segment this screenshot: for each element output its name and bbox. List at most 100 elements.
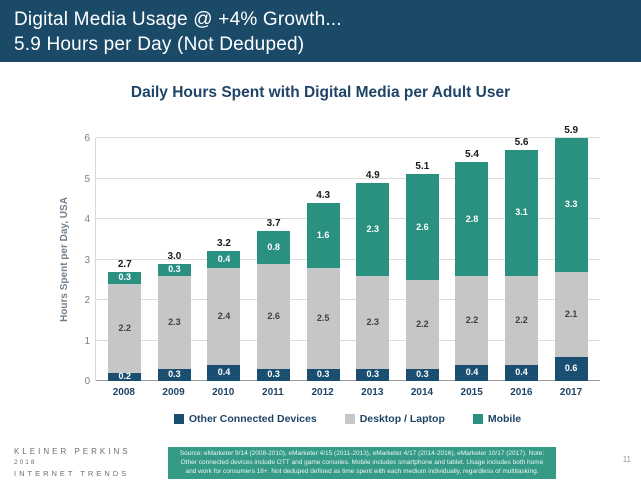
bar-2014: 5.1 2.6 2.2 0.3 xyxy=(401,161,443,381)
stacked-bar-2013: 2.3 2.3 0.3 xyxy=(356,182,390,381)
bar-2013: 4.9 2.3 2.3 0.3 xyxy=(352,170,394,381)
segment-desktop-laptop-2012: 2.5 xyxy=(306,267,340,369)
gridline-5 xyxy=(96,177,600,179)
x-label-2011: 2011 xyxy=(262,387,284,398)
segment-desktop-laptop-2014: 2.2 xyxy=(405,279,439,369)
segment-desktop-laptop-2017: 2.1 xyxy=(554,271,588,357)
x-label-2008: 2008 xyxy=(112,387,135,398)
stacked-bar-2011: 0.8 2.6 0.3 xyxy=(257,231,291,381)
segment-mobile-2008: 0.3 xyxy=(108,271,142,284)
segment-mobile-2015: 2.8 xyxy=(455,162,489,276)
legend-item-desktop-laptop: Desktop / Laptop xyxy=(344,413,445,425)
segment-mobile-2016: 3.1 xyxy=(505,150,539,276)
segment-other-connected-devices-2011: 0.3 xyxy=(257,368,291,381)
segment-desktop-laptop-2008: 2.2 xyxy=(108,283,142,373)
segment-other-connected-devices-2012: 0.3 xyxy=(306,368,340,381)
total-label-2015: 5.4 xyxy=(465,149,479,161)
segment-mobile-2009: 0.3 xyxy=(157,263,191,276)
bar-2012: 4.3 1.6 2.5 0.3 xyxy=(302,190,344,381)
segment-desktop-laptop-2011: 2.6 xyxy=(257,263,291,369)
segment-mobile-2013: 2.3 xyxy=(356,182,390,276)
y-tick-5: 5 xyxy=(84,173,90,185)
bar-2017: 5.9 3.3 2.1 0.6 xyxy=(550,125,592,381)
stacked-bar-2008: 0.3 2.2 0.2 xyxy=(108,271,142,381)
brand-line-2: 2018 xyxy=(14,459,37,466)
total-label-2009: 3.0 xyxy=(167,250,182,262)
gridline-1 xyxy=(96,339,600,341)
legend-label: Mobile xyxy=(487,413,522,425)
gridline-6 xyxy=(96,137,600,138)
x-label-2014: 2014 xyxy=(410,387,434,398)
plot-area: 0 1 2 3 4 5 6 2.7 0.3 2.2 0.2 3.0 0.3 2.3 0.3 3.2 0.4 2.4… xyxy=(84,125,600,387)
total-label-2014: 5.1 xyxy=(415,161,430,173)
legend-swatch-icon xyxy=(472,414,483,424)
gridline-2 xyxy=(96,299,600,300)
segment-mobile-2014: 2.6 xyxy=(405,174,439,280)
segment-other-connected-devices-2010: 0.4 xyxy=(207,364,241,381)
stacked-bar-2017: 3.3 2.1 0.6 xyxy=(554,138,588,381)
stacked-bar-2016: 3.1 2.2 0.4 xyxy=(505,150,539,381)
slide-header: Digital Media Usage @ +4% Growth... 5.9 … xyxy=(0,0,641,62)
total-label-2012: 4.3 xyxy=(316,189,331,201)
y-tick-2: 2 xyxy=(84,295,90,306)
stacked-bar-2010: 0.4 2.4 0.4 xyxy=(207,251,241,381)
legend-swatch-icon xyxy=(344,414,355,424)
x-label-2010: 2010 xyxy=(212,387,235,398)
segment-desktop-laptop-2010: 2.4 xyxy=(207,267,241,365)
y-tick-0: 0 xyxy=(84,376,90,387)
segment-other-connected-devices-2008: 0.2 xyxy=(108,372,142,381)
chart-title: Daily Hours Spent with Digital Media per… xyxy=(130,84,511,101)
gridline-0 xyxy=(96,380,600,381)
source-note: Source: eMarketer 9/14 (2008-2010), eMar… xyxy=(168,447,556,480)
segment-other-connected-devices-2015: 0.4 xyxy=(455,364,489,381)
total-label-2011: 3.7 xyxy=(266,218,281,230)
bar-2016: 5.6 3.1 2.2 0.4 xyxy=(501,137,543,381)
stacked-bar-2012: 1.6 2.5 0.3 xyxy=(306,202,340,381)
legend-label: Other Connected Devices xyxy=(188,413,317,425)
total-label-2008: 2.7 xyxy=(117,258,132,270)
y-tick-4: 4 xyxy=(84,214,90,225)
page-number: 11 xyxy=(622,455,631,464)
total-label-2010: 3.2 xyxy=(217,238,231,250)
y-tick-3: 3 xyxy=(84,254,90,266)
segment-other-connected-devices-2014: 0.3 xyxy=(405,368,439,381)
segment-desktop-laptop-2015: 2.2 xyxy=(455,275,489,365)
x-label-2013: 2013 xyxy=(361,387,384,398)
gridline-4 xyxy=(96,218,600,219)
legend: Other Connected Devices Desktop / Laptop M… xyxy=(95,413,600,425)
segment-mobile-2017: 3.3 xyxy=(554,138,588,272)
legend-item-mobile: Mobile xyxy=(472,413,522,425)
bar-2015: 5.4 2.8 2.2 0.4 xyxy=(451,149,493,381)
segment-other-connected-devices-2013: 0.3 xyxy=(356,368,390,381)
x-label-2015: 2015 xyxy=(460,387,483,398)
legend-item-other-connected-devices: Other Connected Devices xyxy=(173,413,317,425)
footer-brand: KLEINER PERKINS 2018 INTERNET TRENDS xyxy=(14,447,131,478)
segment-desktop-laptop-2013: 2.3 xyxy=(356,275,390,369)
segment-other-connected-devices-2009: 0.3 xyxy=(157,368,191,381)
segment-desktop-laptop-2016: 2.2 xyxy=(505,275,539,365)
x-label-2009: 2009 xyxy=(162,387,185,398)
total-label-2016: 5.6 xyxy=(514,137,529,149)
bar-2009: 3.0 0.3 2.3 0.3 xyxy=(153,251,195,381)
bars-row: 2.7 0.3 2.2 0.2 3.0 0.3 2.3 0.3 3.2 0.4 2.4 0.4 3.7 0… xyxy=(96,118,600,381)
brand-line-1: KLEINER PERKINS xyxy=(14,447,131,456)
segment-mobile-2011: 0.8 xyxy=(257,231,291,264)
segment-mobile-2012: 1.6 xyxy=(306,202,340,268)
header-title-line1: Digital Media Usage @ +4% Growth... xyxy=(14,9,342,30)
x-label-2012: 2012 xyxy=(311,387,334,398)
segment-desktop-laptop-2009: 2.3 xyxy=(157,275,191,369)
brand-line-3: INTERNET TRENDS xyxy=(14,469,130,478)
segment-other-connected-devices-2016: 0.4 xyxy=(505,364,539,381)
bar-2008: 2.7 0.3 2.2 0.2 xyxy=(104,259,146,381)
total-label-2013: 4.9 xyxy=(365,169,380,181)
stacked-bar-2015: 2.8 2.2 0.4 xyxy=(455,162,489,381)
legend-swatch-icon xyxy=(173,414,184,424)
y-tick-1: 1 xyxy=(84,335,90,347)
legend-label: Desktop / Laptop xyxy=(359,413,445,425)
x-label-2017: 2017 xyxy=(559,387,583,398)
y-tick-6: 6 xyxy=(84,133,90,144)
gridline-3 xyxy=(96,258,600,260)
x-axis-labels: 2008 2009 2010 2011 2012 2013 2014 2015 2016 2017 xyxy=(95,387,600,398)
stacked-bar-2009: 0.3 2.3 0.3 xyxy=(157,263,191,381)
